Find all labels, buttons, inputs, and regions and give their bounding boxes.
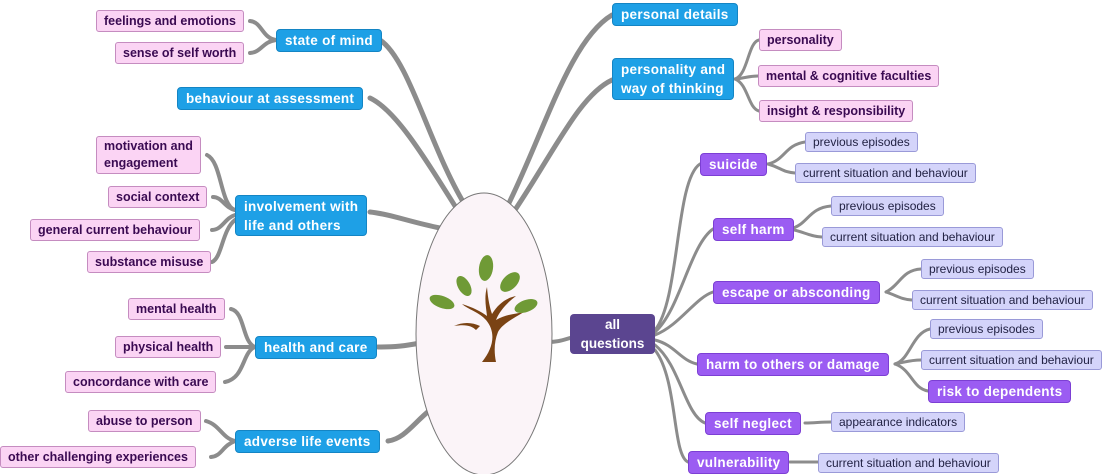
topic-label: general current behaviour: [38, 222, 193, 237]
branch-label: state of mind: [285, 33, 373, 48]
branch-personal-details[interactable]: personal details: [612, 3, 738, 26]
risk-escape-or-absconding[interactable]: escape or absconding: [713, 281, 880, 304]
topic-insight-and-responsibility[interactable]: insight & responsibility: [759, 100, 914, 122]
topic-label: other challenging experiences: [8, 449, 188, 464]
risk-harm-to-others-or-damage[interactable]: harm to others or damage: [697, 353, 889, 376]
risk-self-harm[interactable]: self harm: [713, 218, 794, 241]
branch-label-line1: personality and: [621, 62, 726, 77]
topic-label: abuse to person: [96, 413, 193, 428]
topic-label: feelings and emotions: [104, 13, 236, 28]
detail-current-situation-and-behaviour[interactable]: current situation and behaviour: [795, 163, 976, 183]
topic-other-challenging-experiences[interactable]: other challenging experiences: [0, 446, 196, 468]
risk-risk-to-dependents[interactable]: risk to dependents: [928, 380, 1072, 403]
risk-vulnerability[interactable]: vulnerability: [688, 451, 790, 474]
topic-social-context[interactable]: social context: [108, 186, 208, 208]
detail-current-situation-and-behaviour[interactable]: current situation and behaviour: [818, 453, 999, 473]
risk-label: self neglect: [714, 416, 792, 431]
topic-label: personality: [767, 32, 834, 47]
risk-label: suicide: [709, 157, 758, 172]
topic-general-current-behaviour[interactable]: general current behaviour: [30, 219, 201, 241]
detail-label: current situation and behaviour: [803, 165, 968, 180]
detail-label: current situation and behaviour: [929, 352, 1094, 367]
detail-label: current situation and behaviour: [920, 292, 1085, 307]
risk-label: risk to dependents: [937, 384, 1063, 399]
branch-behaviour-at-assessment[interactable]: behaviour at assessment: [177, 87, 364, 110]
topic-label: substance misuse: [95, 254, 204, 269]
detail-label: previous episodes: [813, 134, 910, 149]
risk-label: harm to others or damage: [706, 357, 880, 372]
risk-self-neglect[interactable]: self neglect: [705, 412, 801, 435]
detail-previous-episodes[interactable]: previous episodes: [921, 259, 1034, 279]
branch-involvement-with-life-and-others[interactable]: involvement with life and others: [235, 195, 368, 236]
detail-current-situation-and-behaviour[interactable]: current situation and behaviour: [921, 350, 1102, 370]
risk-label: vulnerability: [697, 455, 781, 470]
topic-label: mental & cognitive faculties: [766, 68, 932, 83]
detail-label: previous episodes: [929, 261, 1026, 276]
detail-previous-episodes[interactable]: previous episodes: [930, 319, 1043, 339]
root-node-all-questions[interactable]: all questions: [570, 314, 655, 354]
branch-label: health and care: [264, 340, 368, 355]
topic-physical-health[interactable]: physical health: [115, 336, 222, 358]
topic-personality[interactable]: personality: [759, 29, 842, 51]
detail-label: current situation and behaviour: [830, 229, 995, 244]
risk-suicide[interactable]: suicide: [700, 153, 767, 176]
topic-label-line1: motivation and: [104, 139, 193, 153]
branch-label-line2: way of thinking: [621, 81, 724, 96]
topic-concordance-with-care[interactable]: concordance with care: [65, 371, 217, 393]
topic-feelings-and-emotions[interactable]: feelings and emotions: [96, 10, 244, 32]
branch-label: behaviour at assessment: [186, 91, 355, 106]
topic-label: concordance with care: [73, 374, 209, 389]
detail-previous-episodes[interactable]: previous episodes: [805, 132, 918, 152]
detail-label: previous episodes: [938, 321, 1035, 336]
branch-label-line1: involvement with: [244, 198, 359, 214]
detail-label: previous episodes: [839, 198, 936, 213]
branch-personality-and-way-of-thinking[interactable]: personality and way of thinking: [612, 58, 735, 100]
tree-icon: [429, 255, 538, 362]
root-label-line2: questions: [580, 336, 645, 351]
center-oval: [415, 192, 553, 474]
detail-current-situation-and-behaviour[interactable]: current situation and behaviour: [912, 290, 1093, 310]
topic-mental-and-cognitive-faculties[interactable]: mental & cognitive faculties: [758, 65, 940, 87]
branch-label-line2: life and others: [244, 217, 341, 233]
topic-label: sense of self worth: [123, 45, 237, 60]
detail-previous-episodes[interactable]: previous episodes: [831, 196, 944, 216]
topic-label-line2: engagement: [104, 156, 178, 170]
branch-adverse-life-events[interactable]: adverse life events: [235, 430, 380, 453]
risk-label: escape or absconding: [722, 285, 871, 300]
branch-label: personal details: [621, 7, 729, 22]
root-label-line1: all: [604, 317, 620, 332]
detail-label: current situation and behaviour: [826, 455, 991, 470]
branch-state-of-mind[interactable]: state of mind: [276, 29, 382, 52]
topic-sense-of-self-worth[interactable]: sense of self worth: [115, 42, 245, 64]
branch-label: adverse life events: [244, 434, 371, 449]
topic-label: insight & responsibility: [767, 103, 906, 118]
risk-label: self harm: [722, 222, 785, 237]
topic-label: mental health: [136, 301, 217, 316]
topic-substance-misuse[interactable]: substance misuse: [87, 251, 212, 273]
topic-abuse-to-person[interactable]: abuse to person: [88, 410, 201, 432]
detail-appearance-indicators[interactable]: appearance indicators: [831, 412, 966, 432]
topic-label: social context: [116, 189, 200, 204]
detail-label: appearance indicators: [839, 414, 958, 429]
topic-label: physical health: [123, 339, 214, 354]
topic-mental-health[interactable]: mental health: [128, 298, 225, 320]
detail-current-situation-and-behaviour[interactable]: current situation and behaviour: [822, 227, 1003, 247]
branch-health-and-care[interactable]: health and care: [255, 336, 377, 359]
topic-motivation-and-engagement[interactable]: motivation and engagement: [96, 136, 201, 174]
